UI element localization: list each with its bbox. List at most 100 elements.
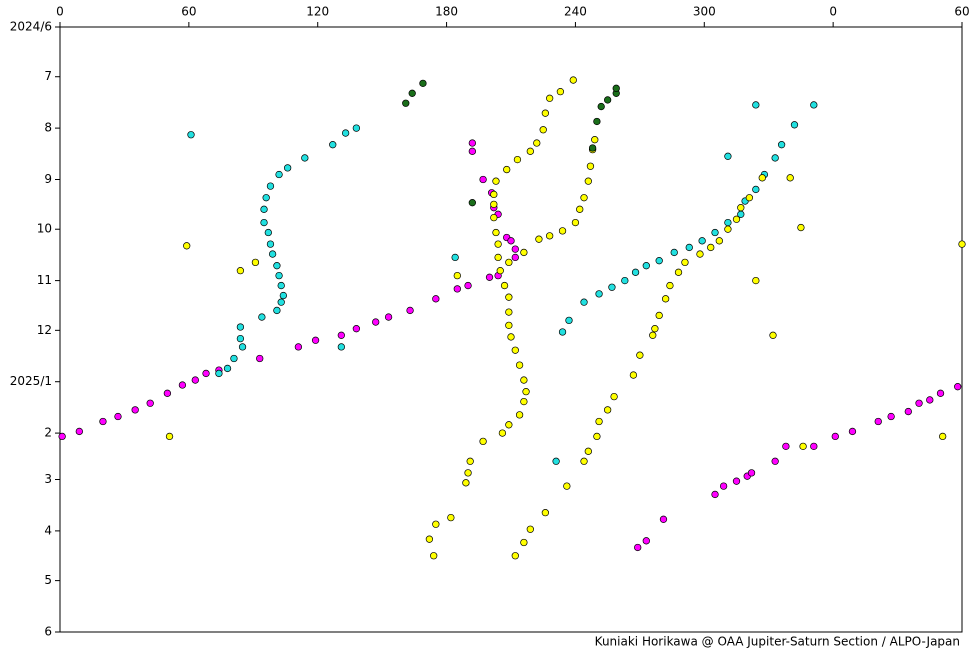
data-point (146, 399, 154, 407)
data-point (490, 200, 498, 209)
data-point (737, 204, 745, 212)
data-point (262, 194, 270, 202)
data-point (294, 343, 303, 351)
data-point (571, 218, 580, 227)
data-point (191, 376, 199, 384)
data-point (533, 139, 541, 147)
data-point (505, 321, 513, 330)
data-point (419, 79, 427, 88)
data-point (810, 442, 818, 451)
data-point (238, 343, 247, 351)
data-point (384, 313, 393, 321)
data-point (636, 351, 644, 359)
y-tick-label: 5 (44, 573, 52, 587)
data-point (610, 392, 618, 401)
data-point (256, 354, 264, 363)
y-tick-label: 8 (44, 121, 52, 135)
data-point (114, 412, 122, 421)
data-point (258, 313, 266, 321)
data-point (236, 267, 245, 275)
data-point (275, 271, 283, 280)
data-point (352, 325, 361, 333)
data-point (777, 141, 786, 149)
data-point (468, 199, 476, 207)
data-point (954, 383, 962, 391)
data-point (936, 389, 945, 397)
data-point (183, 242, 191, 250)
plot-frame (59, 26, 963, 633)
data-point (451, 253, 459, 262)
data-point (698, 237, 706, 245)
data-point (649, 331, 657, 339)
data-point (279, 291, 288, 300)
data-point (612, 84, 620, 92)
data-point (752, 185, 760, 194)
data-point (565, 316, 573, 325)
data-point (462, 479, 470, 487)
data-point (651, 325, 659, 333)
data-point (520, 248, 528, 257)
y-tick-label: 2 (44, 426, 52, 440)
data-point (593, 117, 601, 126)
data-point (273, 262, 281, 270)
data-point (277, 281, 285, 290)
data-point (685, 243, 693, 252)
data-point (406, 306, 414, 315)
data-point (958, 240, 966, 248)
data-point (631, 268, 640, 276)
data-point (277, 298, 285, 306)
data-point (99, 417, 107, 426)
x-tick-label: 0 (829, 5, 837, 19)
data-point (661, 295, 670, 303)
data-point (681, 258, 689, 267)
data-point (273, 306, 281, 315)
data-point (752, 101, 760, 109)
data-point (505, 258, 513, 267)
data-point (466, 457, 474, 465)
data-point (629, 371, 638, 379)
data-point (926, 396, 934, 404)
data-point (719, 482, 728, 490)
data-point (453, 285, 461, 293)
footer-credit: Kuniaki Horikawa @ OAA Jupiter-Saturn Se… (595, 635, 960, 649)
data-point (771, 457, 779, 465)
data-point (230, 354, 238, 363)
data-point (715, 237, 723, 245)
data-point (758, 174, 766, 182)
data-point (479, 437, 487, 446)
data-point (432, 520, 440, 528)
data-point (264, 228, 272, 237)
x-tick-label: 0 (56, 5, 64, 19)
data-point (580, 298, 588, 306)
data-point (707, 243, 715, 252)
data-point (580, 457, 588, 465)
data-point (507, 237, 515, 245)
data-point (178, 381, 187, 389)
data-point (494, 253, 502, 262)
data-point (275, 170, 283, 179)
data-point (848, 427, 857, 436)
data-point (558, 328, 567, 336)
data-point (752, 276, 760, 285)
data-point (597, 102, 605, 111)
data-point (588, 144, 597, 152)
data-point (790, 121, 799, 129)
data-point (202, 369, 210, 378)
data-point (498, 429, 507, 437)
data-point (797, 223, 805, 232)
data-point (511, 253, 519, 262)
data-point (251, 258, 260, 267)
data-point (337, 343, 345, 351)
data-point (432, 295, 440, 303)
data-point (58, 432, 66, 441)
data-point (535, 235, 543, 243)
data-point (526, 525, 534, 533)
data-point (464, 469, 472, 477)
data-point (874, 417, 882, 426)
data-point (659, 515, 668, 523)
data-point (745, 194, 754, 202)
data-point (593, 432, 601, 441)
data-point (556, 87, 565, 96)
data-point (311, 336, 320, 344)
